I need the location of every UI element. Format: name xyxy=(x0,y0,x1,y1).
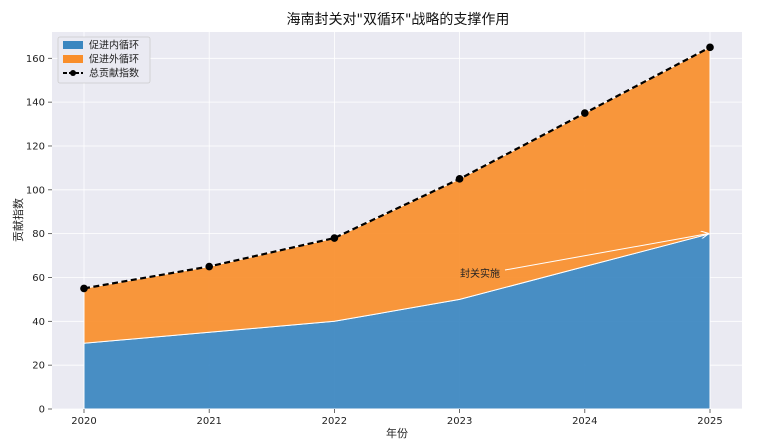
axes: 0 20 40 60 80 100 120 140 160 2020 2021 2022 2023 202… xyxy=(26,54,723,427)
annotation-arrow xyxy=(504,234,708,271)
y-tick-label: 140 xyxy=(26,98,45,109)
x-tick-label: 2025 xyxy=(697,416,722,427)
x-tick-label: 2020 xyxy=(71,416,96,427)
legend-label: 促进外循环 xyxy=(89,53,139,66)
total-point xyxy=(706,43,714,52)
y-tick-label: 80 xyxy=(32,229,45,240)
y-tick-label: 120 xyxy=(26,141,45,152)
y-tick-label: 160 xyxy=(26,54,45,65)
total-point xyxy=(455,175,464,183)
chart-title: 海南封关对"双循环"战略的支撑作用 xyxy=(287,12,510,28)
annotation-layer: 封关实施 xyxy=(460,234,708,280)
x-tick-label: 2022 xyxy=(322,416,347,427)
y-tick-label: 100 xyxy=(26,185,45,196)
total-point xyxy=(330,234,339,242)
legend-label: 总贡献指数 xyxy=(89,67,139,80)
line-layer xyxy=(80,43,714,293)
total-point xyxy=(205,262,213,271)
total-line xyxy=(83,46,711,290)
y-tick-label: 60 xyxy=(32,273,45,284)
x-tick-label: 2024 xyxy=(572,416,597,427)
x-tick-label: 2021 xyxy=(196,416,221,427)
annotation-text: 封关实施 xyxy=(460,267,500,280)
y-tick-label: 40 xyxy=(32,317,45,328)
legend-label: 促进内循环 xyxy=(89,39,139,52)
x-axis-title: 年份 xyxy=(386,426,408,440)
y-axis-title: 贡献指数 xyxy=(11,198,25,242)
y-tick-label: 0 xyxy=(39,405,45,416)
y-tick-label: 20 xyxy=(32,361,45,372)
total-point xyxy=(581,109,589,117)
x-tick-label: 2023 xyxy=(447,416,472,427)
legend-swatch-marker xyxy=(70,70,76,76)
legend-swatch xyxy=(63,55,83,63)
legend-swatch xyxy=(63,41,83,49)
total-point xyxy=(80,284,88,293)
